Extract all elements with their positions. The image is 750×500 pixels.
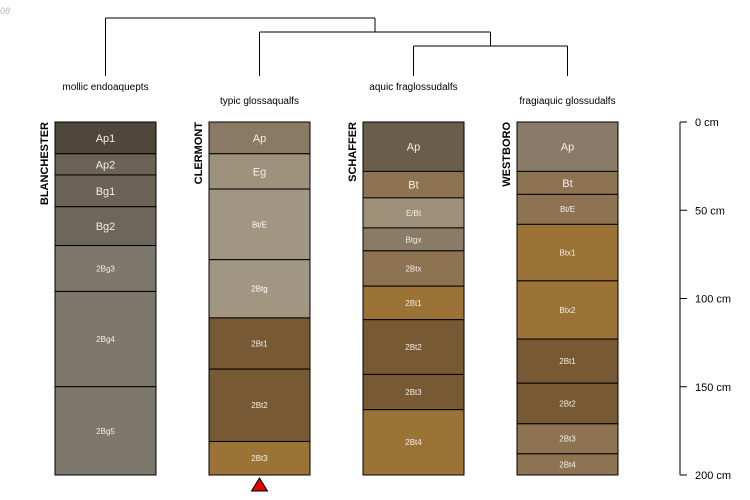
taxon-label: fragiaquic glossudalfs bbox=[519, 96, 615, 107]
horizon-label: Btgx bbox=[405, 235, 421, 244]
horizon-label: 2Bt2 bbox=[405, 343, 422, 352]
depth-tick-label: 150 cm bbox=[695, 382, 731, 394]
horizon-2bt3 bbox=[516, 423, 619, 455]
horizon-label: 2Bt3 bbox=[559, 435, 576, 444]
horizon-label: Ap bbox=[561, 142, 574, 154]
profile-westboro: Ap Bt Bt/E Btx1 Btx2 2Bt1 2Bt2 2Bt3 2Bt4 WESTBORO bbox=[501, 121, 619, 476]
horizon-label: E/Bt bbox=[406, 209, 422, 218]
horizon-label: 2Bg3 bbox=[96, 264, 115, 273]
horizon-2bt3 bbox=[362, 373, 465, 411]
horizon-label: Bg2 bbox=[96, 221, 116, 233]
taxon-label: typic glossaqualfs bbox=[220, 96, 299, 107]
horizon-ap bbox=[362, 121, 465, 172]
soil-profiles: Ap1 Ap2 Bg1 Bg2 2Bg3 2Bg4 2Bg5 BLANCHESTER Ap Eg B… bbox=[39, 121, 619, 476]
taxon-label: aquic fraglossudalfs bbox=[369, 82, 457, 93]
horizon-label: Bt bbox=[562, 178, 572, 190]
horizon-label: Btx2 bbox=[559, 306, 576, 315]
profile-schaffer: Ap Bt E/Bt Btgx 2Btx 2Bt1 2Bt2 2Bt3 2Bt4 SCHAFFER bbox=[347, 121, 465, 476]
horizon-2bt1 bbox=[516, 338, 619, 384]
depth-tick-label: 100 cm bbox=[695, 294, 731, 306]
horizon-label: 2Bt4 bbox=[559, 460, 576, 469]
horizon-bt-e bbox=[208, 188, 311, 261]
horizon-2btx bbox=[362, 250, 465, 287]
horizon-label: 2Bt1 bbox=[251, 339, 268, 348]
horizon-label: Ap1 bbox=[96, 133, 116, 145]
horizon-bg1 bbox=[54, 174, 157, 208]
horizon-btx2 bbox=[516, 280, 619, 340]
horizon-bt-e bbox=[516, 193, 619, 225]
depth-tick-label: 200 cm bbox=[695, 470, 731, 482]
horizon-label: 2Bg4 bbox=[96, 335, 115, 344]
profile-marker-triangle bbox=[250, 477, 269, 492]
horizon-label: Bg1 bbox=[96, 186, 116, 198]
horizon-2bt4 bbox=[516, 453, 619, 476]
horizon-2bt1 bbox=[208, 317, 311, 370]
horizon-2bt2 bbox=[362, 319, 465, 375]
profile-name: BLANCHESTER bbox=[39, 122, 51, 205]
depth-axis: 0 cm 50 cm 100 cm 150 cm 200 cm bbox=[679, 117, 731, 482]
horizon-2bg4 bbox=[54, 290, 157, 388]
horizon-label: 2Btg bbox=[251, 285, 267, 294]
horizon-bg2 bbox=[54, 206, 157, 247]
horizon-ap bbox=[208, 121, 311, 155]
horizon-2bg5 bbox=[54, 386, 157, 476]
taxon-label: mollic endoaquepts bbox=[62, 82, 148, 93]
dendrogram bbox=[105, 17, 568, 76]
horizon-2btg bbox=[208, 259, 311, 319]
horizon-label: 2Bt4 bbox=[405, 438, 422, 447]
horizon-label: 2Bt1 bbox=[559, 357, 576, 366]
profile-name: CLERMONT bbox=[193, 122, 205, 185]
depth-tick-label: 50 cm bbox=[695, 205, 725, 217]
horizon-label: Ap2 bbox=[96, 159, 116, 171]
horizon-label: 2Bt2 bbox=[559, 399, 576, 408]
horizon-label: 2Bt3 bbox=[405, 388, 422, 397]
profile-marker bbox=[250, 477, 269, 492]
horizon-2bt3 bbox=[208, 440, 311, 476]
horizon-label: Ap bbox=[407, 142, 420, 154]
taxon-labels: mollic endoaquepts typic glossaqualfs aqui… bbox=[62, 82, 615, 107]
depth-tick-label: 0 cm bbox=[695, 117, 719, 129]
horizon-2bt2 bbox=[516, 382, 619, 425]
horizon-bt bbox=[362, 170, 465, 199]
horizon-2bt4 bbox=[362, 409, 465, 476]
horizon-label: Bt/E bbox=[560, 205, 575, 214]
horizon-2bt1 bbox=[362, 285, 465, 321]
horizon-label: Btx1 bbox=[559, 248, 576, 257]
horizon-label: 2Bt2 bbox=[251, 401, 268, 410]
horizon-label: Bt/E bbox=[252, 220, 267, 229]
horizon-label: 2Bt1 bbox=[405, 299, 422, 308]
profile-blanchester: Ap1 Ap2 Bg1 Bg2 2Bg3 2Bg4 2Bg5 BLANCHESTER bbox=[39, 121, 157, 476]
horizon-label: Eg bbox=[253, 166, 266, 178]
horizon-label: 2Bg5 bbox=[96, 427, 115, 436]
corner-label: 08 bbox=[0, 6, 11, 16]
profile-name: SCHAFFER bbox=[347, 122, 359, 182]
horizon-ap bbox=[516, 121, 619, 172]
horizon-2bg3 bbox=[54, 245, 157, 292]
horizon-btx1 bbox=[516, 223, 619, 282]
horizon-label: 2Bt3 bbox=[251, 454, 268, 463]
horizon-e-bt bbox=[362, 197, 465, 229]
horizon-label: Ap bbox=[253, 133, 266, 145]
horizon-label: Bt bbox=[408, 180, 418, 192]
horizon-label: 2Btx bbox=[405, 264, 421, 273]
profile-name: WESTBORO bbox=[501, 122, 513, 187]
profile-clermont: Ap Eg Bt/E 2Btg 2Bt1 2Bt2 2Bt3 CLERMONT bbox=[193, 121, 311, 476]
